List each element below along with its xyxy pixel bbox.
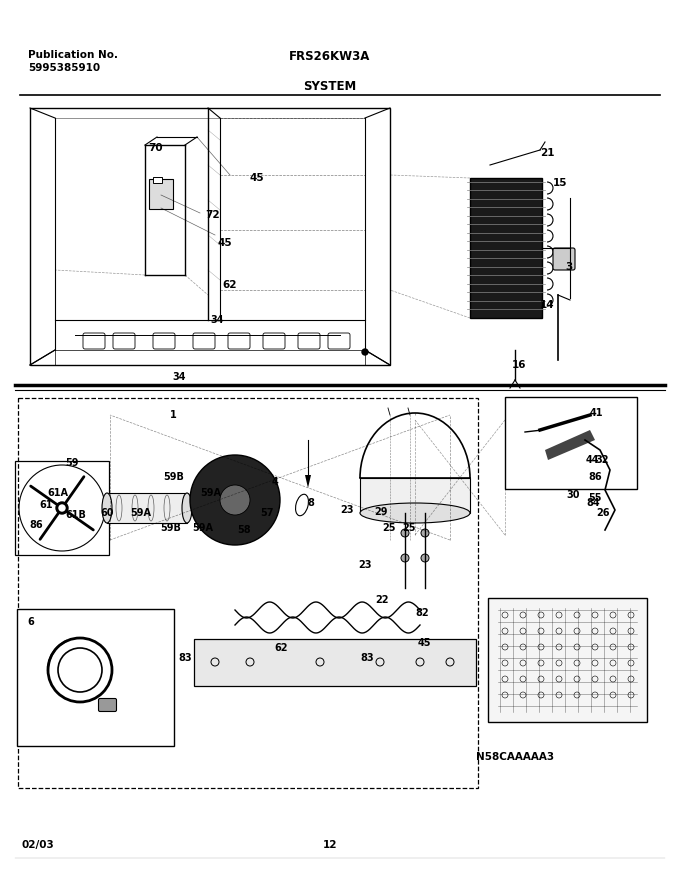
Text: 23: 23: [340, 505, 354, 515]
Text: 23: 23: [358, 560, 371, 570]
Text: 1: 1: [170, 410, 177, 420]
Text: 83: 83: [360, 653, 373, 663]
Text: 21: 21: [540, 148, 554, 158]
Text: 45: 45: [250, 173, 265, 183]
FancyBboxPatch shape: [107, 493, 187, 523]
FancyBboxPatch shape: [149, 179, 173, 209]
Circle shape: [59, 505, 65, 511]
FancyBboxPatch shape: [470, 178, 542, 318]
Circle shape: [220, 485, 250, 515]
FancyBboxPatch shape: [553, 248, 575, 270]
Polygon shape: [545, 430, 595, 460]
Text: 29: 29: [374, 507, 388, 517]
Text: 59A: 59A: [192, 523, 213, 533]
Text: SYSTEM: SYSTEM: [303, 80, 356, 93]
Text: 41: 41: [590, 408, 604, 418]
FancyBboxPatch shape: [152, 178, 162, 184]
Text: 44: 44: [586, 455, 600, 465]
Text: 59A: 59A: [130, 508, 151, 518]
Text: 25: 25: [382, 523, 396, 533]
Circle shape: [362, 349, 368, 355]
FancyBboxPatch shape: [577, 449, 600, 465]
Circle shape: [190, 455, 280, 545]
Circle shape: [56, 502, 68, 514]
Text: 60: 60: [100, 508, 114, 518]
FancyArrowPatch shape: [65, 510, 93, 530]
Text: 59: 59: [65, 458, 78, 468]
Polygon shape: [305, 475, 311, 488]
Text: 61B: 61B: [65, 510, 86, 520]
Text: 82: 82: [415, 608, 428, 618]
Text: 61A: 61A: [47, 488, 68, 498]
Text: 26: 26: [596, 508, 609, 518]
Text: 15: 15: [553, 178, 568, 188]
Text: 4: 4: [272, 477, 279, 487]
Text: Publication No.: Publication No.: [28, 50, 118, 60]
FancyBboxPatch shape: [488, 598, 647, 722]
Text: N58CAAAAA3: N58CAAAAA3: [476, 752, 554, 762]
FancyBboxPatch shape: [194, 639, 476, 686]
Text: 59B: 59B: [163, 472, 184, 482]
Text: 57: 57: [260, 508, 273, 518]
FancyBboxPatch shape: [360, 478, 470, 513]
Text: 34: 34: [210, 315, 224, 325]
Text: 70: 70: [148, 143, 163, 153]
Text: 59B: 59B: [160, 523, 181, 533]
FancyBboxPatch shape: [17, 609, 174, 746]
Text: 58: 58: [237, 525, 251, 535]
FancyArrowPatch shape: [31, 486, 60, 506]
FancyBboxPatch shape: [505, 397, 637, 489]
Text: 86: 86: [588, 472, 602, 482]
Text: 12: 12: [323, 840, 337, 850]
Ellipse shape: [182, 493, 192, 523]
Text: 86: 86: [29, 520, 43, 530]
Text: 83: 83: [178, 653, 192, 663]
Text: 34: 34: [172, 372, 186, 382]
Circle shape: [421, 529, 429, 537]
Polygon shape: [192, 485, 227, 527]
Text: 3: 3: [565, 262, 573, 272]
Text: 61: 61: [39, 500, 52, 510]
Text: 22: 22: [375, 595, 388, 605]
FancyArrowPatch shape: [40, 510, 61, 539]
Text: 14: 14: [540, 300, 555, 310]
Text: 25: 25: [402, 523, 415, 533]
Text: 59A: 59A: [200, 488, 221, 498]
Circle shape: [401, 529, 409, 537]
Ellipse shape: [360, 503, 470, 523]
Text: 5995385910: 5995385910: [28, 63, 100, 73]
Text: 30: 30: [566, 490, 579, 500]
Text: 6: 6: [27, 617, 34, 627]
Text: 62: 62: [222, 280, 237, 290]
Ellipse shape: [102, 493, 112, 523]
Text: 32: 32: [595, 455, 609, 465]
Text: 84: 84: [586, 498, 600, 508]
Text: 45: 45: [218, 238, 233, 248]
Text: 02/03: 02/03: [22, 840, 55, 850]
Text: 16: 16: [512, 360, 526, 370]
Text: 55: 55: [588, 493, 602, 503]
FancyArrowPatch shape: [64, 476, 84, 506]
Polygon shape: [197, 488, 230, 533]
Text: 72: 72: [205, 210, 220, 220]
Text: 62: 62: [274, 643, 288, 653]
Text: 45: 45: [418, 638, 432, 648]
Text: FRS26KW3A: FRS26KW3A: [289, 50, 371, 63]
FancyBboxPatch shape: [99, 699, 116, 712]
Circle shape: [401, 554, 409, 562]
Circle shape: [421, 554, 429, 562]
Text: 8: 8: [307, 498, 314, 508]
